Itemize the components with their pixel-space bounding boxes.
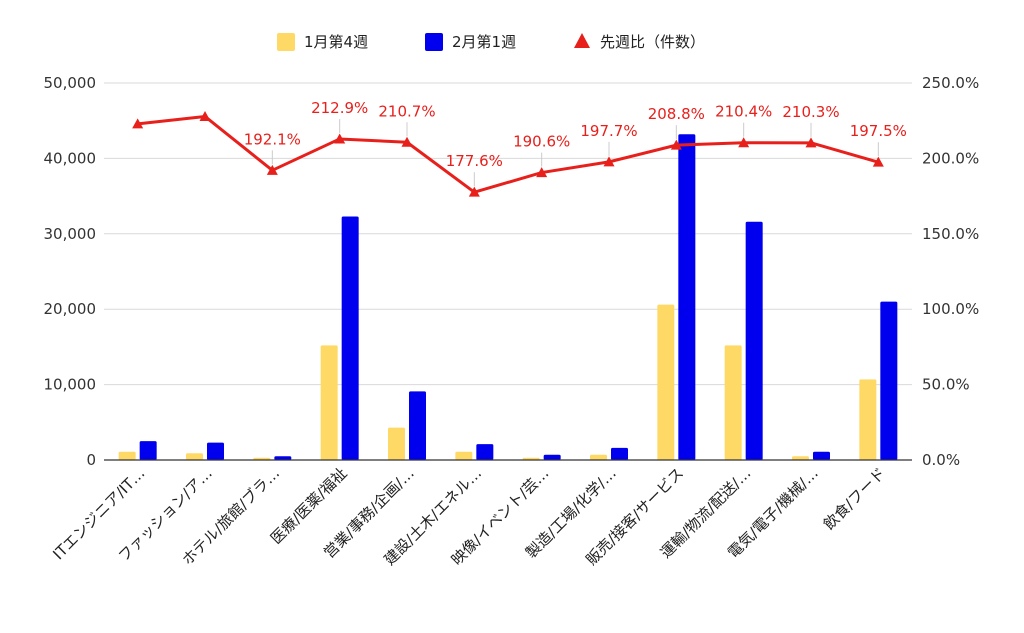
bar-series-1 (813, 451, 830, 460)
legend-label: 1月第4週 (304, 33, 368, 51)
bar-series-1 (139, 441, 157, 460)
data-label: 212.9% (311, 99, 368, 117)
y-left-tick-label: 30,000 (44, 225, 97, 243)
x-tick-label: 飲食/フード (820, 464, 889, 533)
bar-series-0 (320, 345, 338, 460)
y-left-tick-label: 20,000 (44, 300, 97, 318)
line-point-marker (132, 118, 144, 129)
y-right-tick-label: 200.0% (922, 149, 979, 167)
y-left-tick-label: 0 (86, 451, 96, 469)
y-right-tick-label: 50.0% (922, 376, 970, 394)
line-point-marker (805, 137, 817, 148)
line-point-marker (199, 110, 211, 121)
y-right-tick-label: 0.0% (922, 451, 960, 469)
bar-series-0 (792, 456, 809, 460)
y-right-tick-label: 250.0% (922, 74, 979, 92)
legend-marker-square (277, 33, 295, 51)
bar-series-0 (724, 345, 742, 460)
data-label: 210.4% (715, 103, 772, 121)
data-label: 177.6% (446, 152, 503, 170)
bar-series-0 (186, 453, 203, 460)
line-point-marker (603, 156, 615, 167)
y-left-tick-label: 10,000 (44, 376, 97, 394)
bar-layer (118, 134, 898, 460)
bar-series-1 (274, 456, 292, 460)
line-layer (132, 110, 884, 197)
label-layer: 192.1% 212.9% 210.7% 177.6% 190.6% 197.7% 208.… (244, 99, 907, 187)
bar-series-0 (590, 454, 607, 460)
bar-series-1 (880, 301, 898, 460)
bar-series-1 (678, 134, 696, 460)
y-left-tick-label: 40,000 (44, 149, 97, 167)
data-label: 210.7% (378, 102, 435, 120)
legend-label: 先週比（件数） (600, 33, 705, 51)
data-label: 190.6% (513, 133, 570, 151)
bar-series-0 (455, 451, 473, 460)
y-right-tick-label: 100.0% (922, 300, 979, 318)
y-left-tick-label: 50,000 (44, 74, 97, 92)
line-point-marker (872, 156, 884, 167)
axis-layer: 0 0.0% 10,000 50.0% 20,000 100.0% 30,000 150.0%… (44, 74, 980, 569)
data-label: 192.1% (244, 130, 301, 148)
line-series-2 (137, 114, 879, 194)
data-label: 210.3% (782, 103, 839, 121)
bar-series-0 (859, 379, 877, 460)
line-point-marker (401, 136, 413, 147)
grid-layer (104, 82, 912, 386)
data-label: 197.5% (850, 122, 907, 140)
legend-label: 2月第1週 (452, 33, 516, 51)
y-right-tick-label: 150.0% (922, 225, 979, 243)
legend-marker-triangle (574, 33, 590, 48)
legend-marker-square (425, 33, 443, 51)
bar-series-0 (388, 427, 405, 460)
line-point-marker (334, 133, 346, 144)
bar-series-1 (745, 221, 763, 460)
bar-series-1 (611, 447, 628, 460)
line-point-marker (670, 139, 682, 150)
bar-series-0 (118, 451, 136, 460)
data-label: 208.8% (648, 105, 705, 123)
legend: 1月第4週 2月第1週 先週比（件数） (277, 33, 705, 51)
bar-series-1 (409, 391, 426, 460)
bar-series-1 (476, 444, 494, 460)
line-point-marker (536, 167, 548, 178)
line-point-marker (738, 137, 750, 148)
line-point-marker (266, 164, 278, 175)
line-point-marker (468, 186, 480, 197)
bar-series-1 (207, 442, 224, 460)
bar-series-1 (543, 454, 561, 460)
bar-series-0 (657, 304, 675, 460)
data-label: 197.7% (580, 122, 637, 140)
bar-series-1 (341, 216, 359, 460)
